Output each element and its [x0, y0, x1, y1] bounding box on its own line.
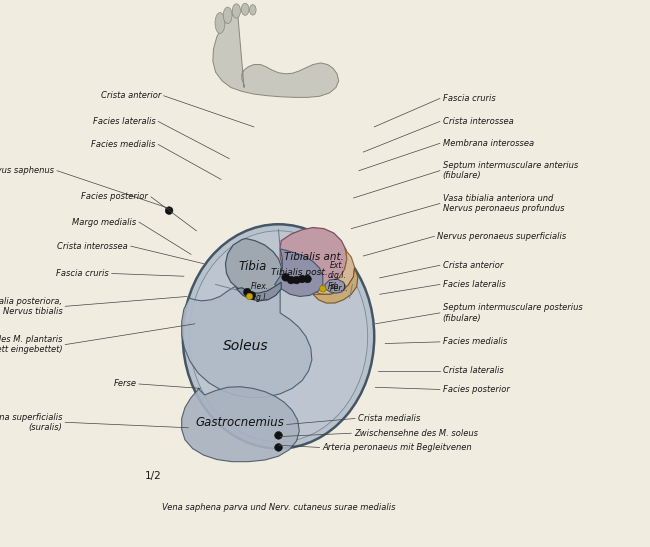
- Text: Facies lateralis: Facies lateralis: [443, 280, 505, 289]
- Ellipse shape: [232, 4, 240, 18]
- Ellipse shape: [189, 231, 368, 442]
- Text: Ferse: Ferse: [113, 380, 136, 388]
- Ellipse shape: [250, 4, 256, 15]
- Text: Crista anterior: Crista anterior: [443, 261, 503, 270]
- Text: Fascia cruris, Lamina superficialis
(suralis): Fascia cruris, Lamina superficialis (sur…: [0, 412, 62, 432]
- Text: Facies medialis: Facies medialis: [91, 140, 155, 149]
- Circle shape: [282, 274, 289, 281]
- Text: Fascia cruris: Fascia cruris: [56, 269, 109, 278]
- Text: Zwischensehne des M. soleus: Zwischensehne des M. soleus: [354, 429, 478, 438]
- Circle shape: [298, 275, 306, 283]
- Text: Facies medialis: Facies medialis: [443, 337, 507, 346]
- Text: Vena saphena parva und Nerv. cutaneus surae medialis: Vena saphena parva und Nerv. cutaneus su…: [162, 503, 395, 512]
- Ellipse shape: [183, 224, 374, 449]
- Text: Soleus: Soleus: [223, 339, 268, 353]
- Text: Vena saphena magna u. Nervus saphenus: Vena saphena magna u. Nervus saphenus: [0, 166, 54, 175]
- Text: Arteria peronaeus mit Begleitvenen: Arteria peronaeus mit Begleitvenen: [322, 443, 472, 452]
- Text: Gastrocnemius: Gastrocnemius: [196, 416, 285, 429]
- Polygon shape: [313, 268, 358, 303]
- Polygon shape: [325, 279, 346, 293]
- Text: Facies posterior: Facies posterior: [81, 193, 148, 201]
- Polygon shape: [213, 11, 339, 97]
- Text: Crista medialis: Crista medialis: [358, 414, 420, 423]
- Circle shape: [275, 432, 282, 439]
- Text: Septum intermusculare posterius
(fibulare): Septum intermusculare posterius (fibular…: [443, 303, 582, 323]
- Text: Crista interossea: Crista interossea: [57, 242, 128, 251]
- Polygon shape: [313, 249, 354, 294]
- Text: Flex.
dig.l.: Flex. dig.l.: [250, 282, 268, 302]
- Polygon shape: [237, 282, 281, 301]
- Circle shape: [246, 293, 253, 300]
- Polygon shape: [275, 249, 323, 296]
- Circle shape: [292, 276, 300, 284]
- Polygon shape: [182, 284, 312, 398]
- Circle shape: [275, 444, 282, 451]
- Text: Vasa tibialia anteriora und
Nervus peronaeus profundus: Vasa tibialia anteriora und Nervus peron…: [443, 194, 564, 213]
- Ellipse shape: [241, 3, 249, 15]
- Circle shape: [165, 207, 173, 214]
- Text: Fib.: Fib.: [328, 282, 342, 290]
- Circle shape: [304, 275, 311, 283]
- Text: Crista anterior: Crista anterior: [101, 91, 161, 100]
- Text: 1/2: 1/2: [144, 471, 161, 481]
- Text: Margo medialis: Margo medialis: [72, 218, 136, 226]
- Text: Crista lateralis: Crista lateralis: [443, 366, 503, 375]
- Text: Fascia cruris: Fascia cruris: [443, 94, 495, 103]
- Text: Facies posterior: Facies posterior: [443, 385, 510, 394]
- Polygon shape: [280, 228, 347, 289]
- Text: Vasa tibialia posteriora,
Nervus tibialis: Vasa tibialia posteriora, Nervus tibiali…: [0, 296, 62, 316]
- Circle shape: [287, 276, 295, 284]
- Circle shape: [320, 286, 326, 292]
- Text: Septum intermusculare anterius
(fibulare): Septum intermusculare anterius (fibulare…: [443, 161, 578, 181]
- Text: Sehne des M. plantaris
(In Fett eingebettet): Sehne des M. plantaris (In Fett eingebet…: [0, 335, 62, 354]
- Circle shape: [244, 288, 251, 296]
- Polygon shape: [226, 238, 282, 295]
- Text: Tibialis post.: Tibialis post.: [272, 268, 328, 277]
- Ellipse shape: [223, 7, 232, 24]
- Text: Ext.
dig.l.: Ext. dig.l.: [328, 260, 346, 280]
- Text: Facies lateralis: Facies lateralis: [93, 117, 155, 126]
- Ellipse shape: [215, 13, 225, 33]
- Text: Nervus peronaeus superficialis: Nervus peronaeus superficialis: [437, 232, 566, 241]
- Polygon shape: [182, 387, 299, 462]
- Text: Membrana interossea: Membrana interossea: [443, 139, 534, 148]
- Text: Tibialis ant.: Tibialis ant.: [284, 252, 344, 262]
- Text: Tibia: Tibia: [239, 260, 267, 274]
- Text: Per.l.: Per.l.: [330, 284, 348, 293]
- Circle shape: [248, 292, 255, 299]
- Text: Crista interossea: Crista interossea: [443, 117, 514, 126]
